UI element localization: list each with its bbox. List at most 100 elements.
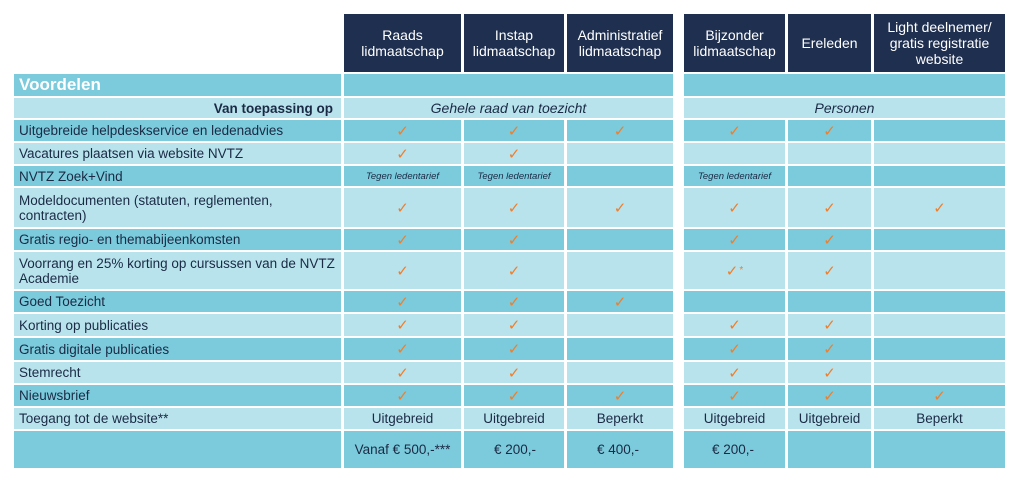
check-icon: ✓ [728, 386, 741, 405]
tariff-note: Tegen ledentarief [697, 170, 772, 182]
benefit-cell-ereleden [788, 291, 871, 312]
benefit-cell-light [874, 314, 1005, 336]
check-icon: ✓ [823, 121, 836, 140]
benefit-cell-admin [567, 314, 673, 336]
check-icon: ✓ [396, 261, 409, 280]
benefit-cell-admin: ✓ [567, 291, 673, 312]
benefit-cell-bijzonder: ✓ [684, 385, 785, 406]
benefit-cell-bijzonder: ✓ [684, 314, 785, 336]
column-header-bijzonder: Bijzonder lidmaatschap [684, 14, 785, 72]
benefit-cell-light: ✓ [874, 188, 1005, 227]
benefit-cell-raads: ✓ [344, 362, 461, 383]
check-icon: ✓ [725, 261, 739, 280]
check-icon: ✓ [728, 363, 741, 382]
check-icon: ✓ [823, 230, 836, 249]
benefit-cell-raads: ✓ [344, 120, 461, 141]
benefit-cell-admin: ✓ [567, 120, 673, 141]
benefit-cell-instap: ✓ [464, 291, 564, 312]
benefit-cell-light [874, 120, 1005, 141]
benefit-cell-ereleden: ✓ [788, 314, 871, 336]
benefit-cell-bijzonder: ✓ [684, 120, 785, 141]
benefit-cell-instap: ✓ [464, 252, 564, 289]
check-icon: ✓ [823, 316, 836, 334]
benefit-label: Vacatures plaatsen via website NVTZ [14, 143, 341, 164]
check-icon: ✓ [396, 363, 409, 382]
check-icon: ✓ [396, 121, 409, 140]
check-icon: ✓ [396, 386, 409, 405]
check-icon: ✓ [613, 198, 627, 217]
check-icon: ✓ [507, 386, 521, 405]
check-icon: ✓ [396, 144, 409, 163]
benefit-cell-raads: ✓ [344, 338, 461, 360]
check-icon: ✓ [823, 386, 836, 405]
check-icon: ✓ [728, 198, 741, 217]
benefit-cell-admin [567, 252, 673, 289]
benefit-cell-bijzonder: ✓ * [684, 252, 785, 289]
check-icon: ✓ [507, 121, 521, 140]
benefit-label: Gratis regio- en themabijeenkomsten [14, 229, 341, 250]
check-icon: ✓ [507, 316, 521, 334]
benefit-cell-ereleden [788, 143, 871, 164]
benefit-label: Uitgebreide helpdeskservice en ledenadvi… [14, 120, 341, 141]
check-icon: ✓ [933, 198, 946, 217]
benefit-cell-instap: ✓ [464, 338, 564, 360]
benefit-label: Stemrecht [14, 362, 341, 383]
check-icon: ✓ [728, 340, 741, 358]
benefit-cell-light [874, 252, 1005, 289]
check-icon: ✓ [823, 340, 836, 358]
check-icon: ✓ [613, 121, 627, 140]
benefit-cell-light [874, 338, 1005, 360]
benefit-cell-raads: ✓ [344, 291, 461, 312]
access-cell-raads: Uitgebreid [344, 408, 461, 429]
access-cell-bijzonder: Uitgebreid [684, 408, 785, 429]
asterisk-note: * [739, 265, 744, 276]
price-cell-light [874, 431, 1005, 468]
check-icon: ✓ [613, 386, 627, 405]
benefit-cell-light [874, 362, 1005, 383]
access-cell-instap: Uitgebreid [464, 408, 564, 429]
benefit-cell-instap: ✓ [464, 188, 564, 227]
benefit-label: Nieuwsbrief [14, 385, 341, 406]
access-cell-light: Beperkt [874, 408, 1005, 429]
benefit-cell-admin: ✓ [567, 188, 673, 227]
benefit-cell-light: ✓ [874, 385, 1005, 406]
benefit-cell-instap: ✓ [464, 120, 564, 141]
check-icon: ✓ [823, 363, 836, 382]
section-title: Voordelen [14, 74, 341, 96]
benefit-cell-raads: ✓ [344, 188, 461, 227]
check-icon: ✓ [396, 292, 409, 311]
column-header-instap: Instap lidmaatschap [464, 14, 564, 72]
benefit-cell-raads: Tegen ledentarief [344, 166, 461, 186]
column-header-ereleden: Ereleden [788, 14, 871, 72]
check-icon: ✓ [728, 121, 741, 140]
benefit-cell-ereleden: ✓ [788, 229, 871, 250]
check-icon: ✓ [728, 230, 741, 249]
column-header-light: Light deelnemer/ gratis registratie webs… [874, 14, 1005, 72]
benefit-cell-ereleden: ✓ [788, 385, 871, 406]
check-icon: ✓ [396, 340, 409, 358]
benefit-cell-instap: ✓ [464, 229, 564, 250]
benefit-cell-admin: ✓ [567, 385, 673, 406]
check-icon: ✓ [613, 292, 627, 311]
tariff-note: Tegen ledentarief [477, 170, 551, 182]
access-cell-ereleden: Uitgebreid [788, 408, 871, 429]
price-cell-raads: Vanaf € 500,-*** [344, 431, 461, 468]
benefit-cell-admin [567, 166, 673, 186]
check-icon: ✓ [396, 230, 409, 249]
benefit-cell-admin [567, 143, 673, 164]
check-icon: ✓ [396, 316, 409, 334]
benefit-cell-ereleden: ✓ [788, 252, 871, 289]
applies-to-label: Van toepassing op [14, 98, 341, 118]
benefit-cell-light [874, 166, 1005, 186]
check-icon: ✓ [507, 198, 521, 217]
benefit-cell-bijzonder: ✓ [684, 188, 785, 227]
check-icon: ✓ [933, 386, 946, 405]
benefit-cell-ereleden: ✓ [788, 338, 871, 360]
price-label [14, 431, 341, 468]
benefit-cell-raads: ✓ [344, 252, 461, 289]
benefit-cell-bijzonder: Tegen ledentarief [684, 166, 785, 186]
section-band-group1 [344, 74, 673, 96]
benefit-cell-bijzonder: ✓ [684, 338, 785, 360]
benefit-cell-light [874, 143, 1005, 164]
applies-group-persons: Personen [684, 98, 1005, 118]
